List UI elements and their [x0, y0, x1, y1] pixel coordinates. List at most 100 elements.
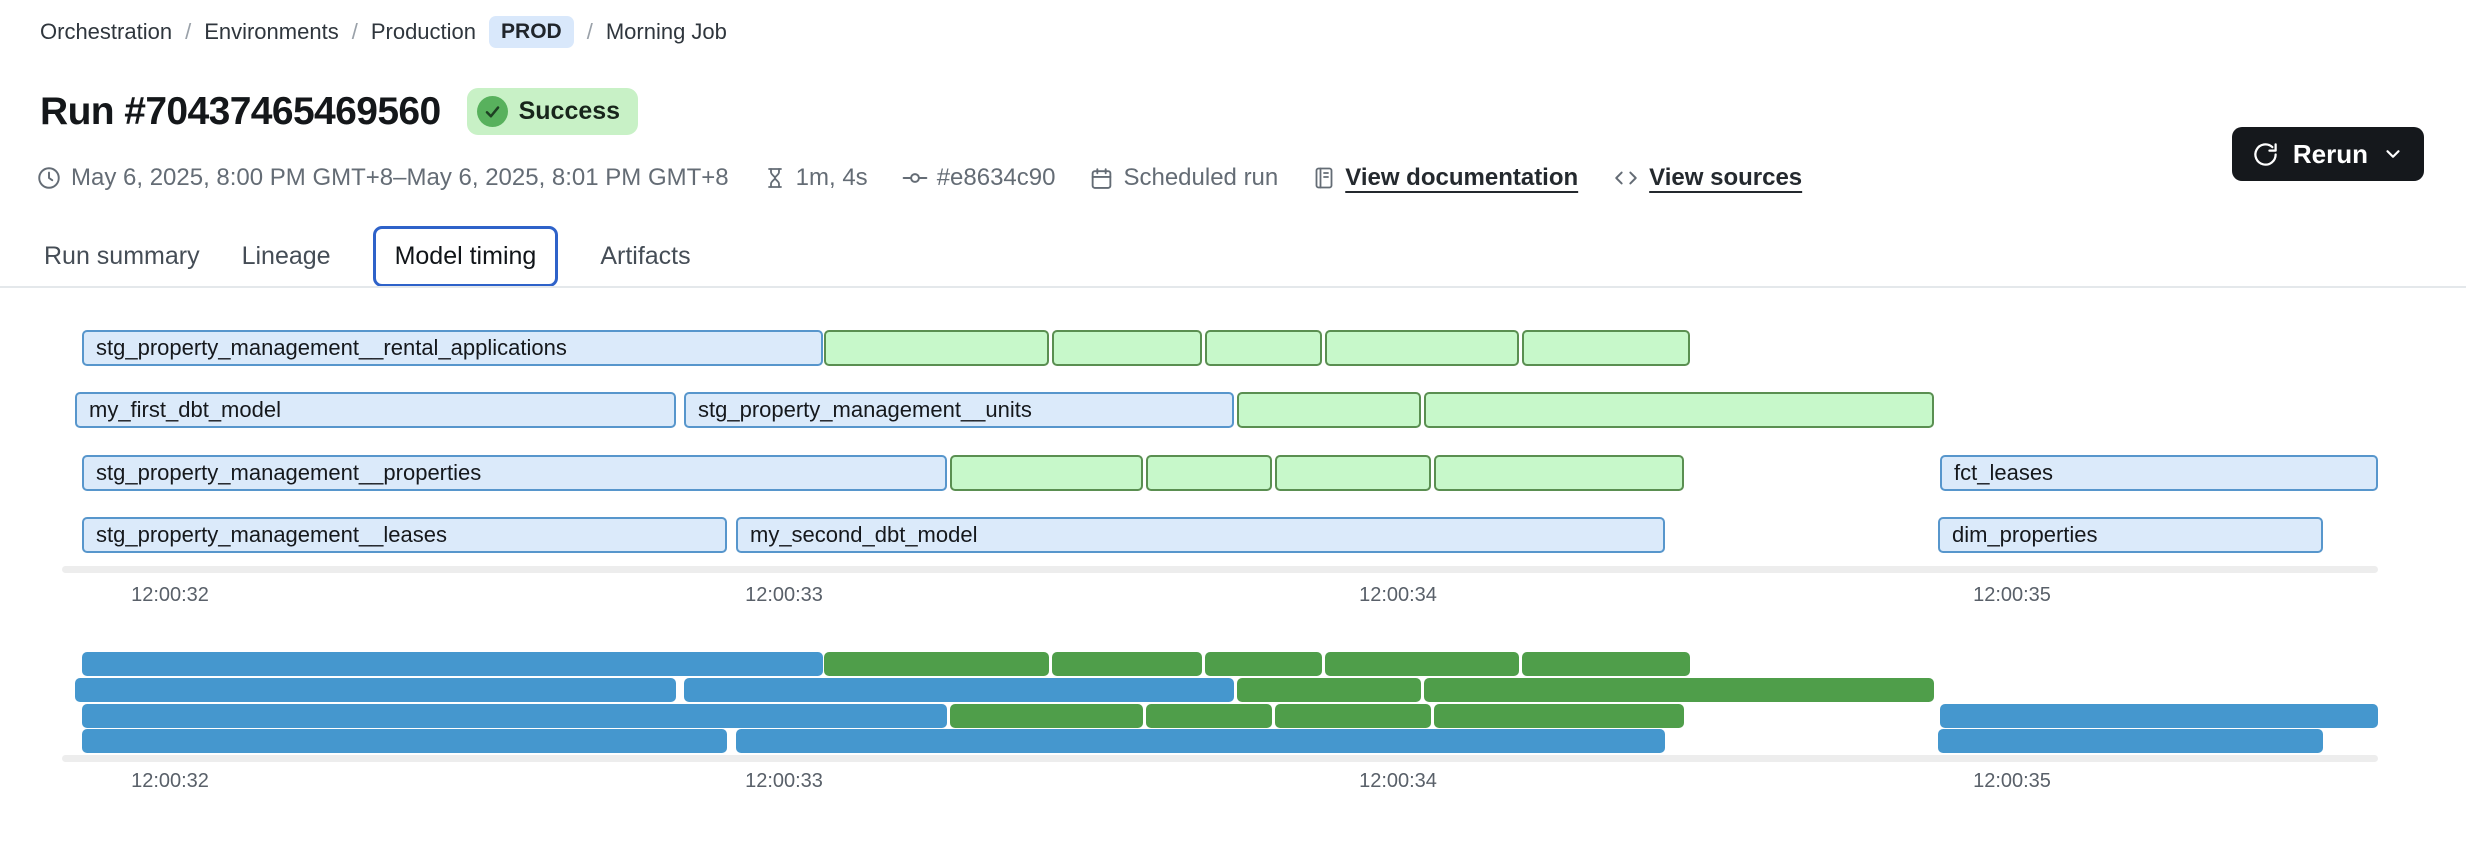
page-title: Run #70437465469560 — [40, 89, 441, 133]
axis-tick-label: 12:00:32 — [131, 770, 209, 792]
meta-hourglass: 1m, 4s — [763, 164, 868, 192]
gantt-bar-stg_property_management__units[interactable]: stg_property_management__units — [684, 392, 1234, 428]
minimap-bar[interactable] — [82, 652, 823, 676]
gantt-bar-label: stg_property_management__leases — [96, 522, 448, 547]
gantt-bar[interactable] — [1522, 330, 1690, 366]
meta-clock: May 6, 2025, 8:00 PM GMT+8–May 6, 2025, … — [36, 164, 729, 192]
tab-bar: Run summary Lineage Model timing Artifacts — [44, 225, 691, 287]
axis-tick-label: 12:00:35 — [1973, 770, 2051, 792]
minimap-bar[interactable] — [1205, 652, 1322, 676]
refresh-icon — [2252, 141, 2279, 168]
meta-text[interactable]: View documentation — [1345, 164, 1579, 191]
axis-tick-label: 12:00:33 — [745, 584, 823, 606]
gantt-bar[interactable] — [1237, 392, 1421, 428]
meta-calendar: Scheduled run — [1089, 164, 1278, 192]
meta-code[interactable]: View sources — [1612, 164, 1802, 192]
minimap-bar[interactable] — [1275, 704, 1431, 728]
minimap-bar[interactable] — [684, 678, 1234, 702]
minimap-bar[interactable] — [1325, 652, 1519, 676]
meta-text[interactable]: View sources — [1649, 164, 1803, 191]
gantt-bar-dim_properties[interactable]: dim_properties — [1938, 517, 2323, 553]
minimap-bar[interactable] — [824, 652, 1049, 676]
meta-row: May 6, 2025, 8:00 PM GMT+8–May 6, 2025, … — [36, 164, 1802, 192]
rerun-button-label: Rerun — [2292, 138, 2368, 169]
chevron-down-icon[interactable] — [2382, 143, 2404, 165]
gantt-bar-label: fct_leases — [1954, 460, 2054, 485]
commit-icon — [902, 165, 928, 191]
title-row: Run #70437465469560 Success — [40, 88, 639, 135]
minimap-bar[interactable] — [1522, 652, 1690, 676]
axis-tick-label: 12:00:33 — [745, 770, 823, 792]
breadcrumb-separator: / — [185, 19, 192, 44]
gantt-bar[interactable] — [1052, 330, 1202, 366]
gantt-bar-label: stg_property_management__units — [698, 397, 1032, 422]
meta-document[interactable]: View documentation — [1312, 164, 1578, 192]
clock-icon — [36, 165, 62, 191]
minimap-bar[interactable] — [1424, 678, 1934, 702]
document-icon — [1312, 165, 1336, 191]
minimap-bar[interactable] — [82, 704, 947, 728]
gantt-bar[interactable] — [1205, 330, 1322, 366]
axis-tick-label: 12:00:35 — [1973, 584, 2051, 606]
tab-run-summary[interactable]: Run summary — [44, 241, 200, 270]
breadcrumb-environments[interactable]: Environments — [204, 19, 339, 44]
breadcrumb-separator: / — [586, 19, 593, 44]
minimap-bar[interactable] — [1237, 678, 1421, 702]
gantt-bar-label: my_first_dbt_model — [89, 397, 281, 422]
minimap-bar[interactable] — [950, 704, 1143, 728]
meta-text: #e8634c90 — [936, 164, 1056, 191]
axis-tick-label: 12:00:34 — [1359, 770, 1437, 792]
gantt-bar[interactable] — [1424, 392, 1934, 428]
axis-tick-label: 12:00:32 — [131, 584, 209, 606]
minimap-bar[interactable] — [1938, 729, 2323, 753]
gantt-bar[interactable] — [1146, 455, 1272, 491]
meta-text: 1m, 4s — [795, 164, 868, 191]
breadcrumb-production[interactable]: Production — [370, 19, 477, 44]
minimap-bar[interactable] — [1052, 652, 1202, 676]
minimap-bar[interactable] — [1940, 704, 2378, 728]
axis-tick-label: 12:00:34 — [1359, 584, 1437, 606]
minimap-bar[interactable] — [82, 729, 727, 753]
success-check-icon — [476, 96, 508, 127]
meta-commit: #e8634c90 — [902, 164, 1056, 192]
gantt-bar-label: stg_property_management__properties — [96, 460, 482, 485]
gantt-bar[interactable] — [1275, 455, 1431, 491]
minimap-scrollbar-track[interactable] — [62, 755, 2378, 762]
status-badge-label: Success — [518, 97, 621, 125]
code-icon — [1612, 165, 1640, 191]
gantt-bar-my_first_dbt_model[interactable]: my_first_dbt_model — [75, 392, 676, 428]
minimap-bar[interactable] — [1146, 704, 1272, 728]
minimap-bar[interactable] — [75, 678, 676, 702]
gantt-bar-fct_leases[interactable]: fct_leases — [1940, 455, 2378, 491]
minimap-bar[interactable] — [736, 729, 1665, 753]
main-chart-scrollbar-track[interactable] — [62, 566, 2378, 573]
minimap-bar[interactable] — [1434, 704, 1684, 728]
tab-divider — [0, 286, 2466, 288]
gantt-bar[interactable] — [1434, 455, 1684, 491]
gantt-bar-label: my_second_dbt_model — [750, 522, 978, 547]
gantt-bar-my_second_dbt_model[interactable]: my_second_dbt_model — [736, 517, 1665, 553]
tab-lineage[interactable]: Lineage — [241, 241, 331, 270]
tab-model-timing[interactable]: Model timing — [372, 225, 559, 287]
gantt-bar-stg_property_management__rental_applications[interactable]: stg_property_management__rental_applicat… — [82, 330, 823, 366]
hourglass-icon — [763, 165, 787, 191]
meta-text: Scheduled run — [1123, 164, 1279, 191]
gantt-bar[interactable] — [950, 455, 1143, 491]
calendar-icon — [1089, 166, 1114, 191]
status-badge: Success — [466, 88, 639, 135]
rerun-button[interactable]: Rerun — [2231, 127, 2424, 181]
breadcrumb-orchestration[interactable]: Orchestration — [40, 19, 173, 44]
breadcrumb: Orchestration / Environments / Productio… — [40, 16, 727, 48]
gantt-bar[interactable] — [1325, 330, 1519, 366]
gantt-bar-label: stg_property_management__rental_applicat… — [96, 335, 567, 360]
gantt-bar[interactable] — [824, 330, 1049, 366]
gantt-bar-stg_property_management__properties[interactable]: stg_property_management__properties — [82, 455, 947, 491]
meta-text: May 6, 2025, 8:00 PM GMT+8–May 6, 2025, … — [71, 164, 729, 191]
gantt-bar-label: dim_properties — [1952, 522, 2098, 547]
gantt-bar-stg_property_management__leases[interactable]: stg_property_management__leases — [82, 517, 727, 553]
environment-badge: PROD — [489, 16, 574, 48]
breadcrumb-job[interactable]: Morning Job — [605, 19, 727, 44]
breadcrumb-separator: / — [351, 19, 358, 44]
tab-artifacts[interactable]: Artifacts — [600, 241, 691, 270]
